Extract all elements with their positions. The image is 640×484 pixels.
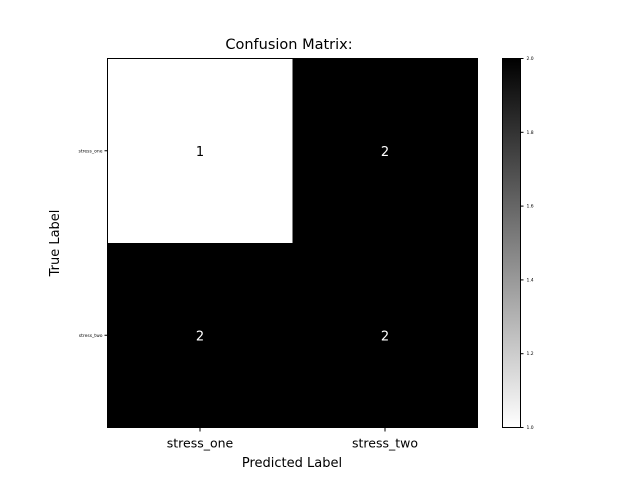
colorbar-tick-label-5: 2.0 [527,56,534,62]
matrix-cell-label-1-0: 2 [196,329,204,344]
x-axis-ticks: stress_one stress_two [167,427,418,451]
colorbar-tick-label-3: 1.6 [527,204,534,210]
matrix-cell-label-0-0: 1 [196,145,204,160]
y-axis-label: True Label [48,210,63,278]
matrix-cell-label-0-1: 2 [381,145,389,160]
chart-title: Confusion Matrix: [225,37,352,53]
matrix-cell-1-1 [292,243,478,428]
colorbar-tick-label-0: 1.0 [527,425,534,431]
colorbar-tick-label-2: 1.4 [527,277,534,283]
matrix-cell-0-1 [292,58,478,243]
x-tick-label-0: stress_one [167,436,234,451]
matrix-cell-label-1-1: 2 [381,329,389,344]
matrix-cell-0-0 [107,58,293,243]
plot-area-frame [107,58,478,428]
colorbar-tick-label-1: 1.2 [527,351,534,357]
matrix-cell-1-0 [107,243,293,428]
x-axis-label: Predicted Label [242,456,342,471]
matrix-cell-labels: 1 2 2 2 [196,145,389,345]
matrix-cells [107,58,478,428]
y-axis-ticks: stress_one stress_two [79,148,108,339]
x-tick-label-1: stress_two [352,436,418,451]
colorbar-tick-label-4: 1.8 [527,130,534,136]
colorbar [502,58,521,428]
colorbar-ticks: 1.0 1.2 1.4 1.6 1.8 2.0 [520,56,534,431]
y-tick-label-0: stress_one [79,148,103,154]
y-tick-label-1: stress_two [79,333,103,339]
